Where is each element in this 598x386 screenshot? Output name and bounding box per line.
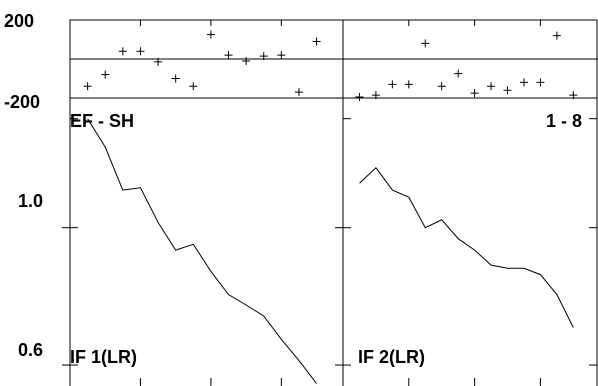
channel-label: 1 - 8 <box>546 111 582 131</box>
chart-labels: 200 -200 1.0 0.6 EF - SH 1 - 8 IF 1(LR) … <box>4 11 582 367</box>
phase-point <box>101 70 110 79</box>
phase-point <box>312 37 321 46</box>
amplitude-line <box>87 118 317 384</box>
phase-point <box>154 57 163 66</box>
phase-tick-label-bottom: -200 <box>4 92 40 112</box>
amp-tick-label-2: 0.6 <box>18 340 43 360</box>
phase-point <box>277 51 286 60</box>
chart-marks <box>83 30 578 384</box>
phase-point <box>371 91 380 100</box>
phase-point <box>294 88 303 97</box>
phase-point <box>224 51 233 60</box>
phase-tick-label-top: 200 <box>4 11 34 31</box>
chart-frames <box>69 19 598 386</box>
phase-point <box>519 78 528 87</box>
panel-label-if1: IF 1(LR) <box>70 347 137 367</box>
phase-point <box>503 86 512 95</box>
panel-label-if2: IF 2(LR) <box>358 347 425 367</box>
phase-point <box>171 74 180 83</box>
phase-point <box>569 91 578 100</box>
phase-point <box>83 82 92 91</box>
phase-point <box>189 82 198 91</box>
phase-point <box>136 47 145 56</box>
phase-point <box>355 93 364 102</box>
phase-point <box>404 80 413 89</box>
phase-point <box>552 31 561 40</box>
phase-point <box>259 52 268 61</box>
phase-point <box>206 30 215 39</box>
phase-point <box>242 56 251 65</box>
baseline-label: EF - SH <box>70 111 134 131</box>
chart-ticks <box>62 19 597 386</box>
amplitude-line <box>359 166 574 328</box>
phase-point <box>437 82 446 91</box>
phase-point <box>118 47 127 56</box>
phase-point <box>536 78 545 87</box>
phase-point <box>470 89 479 98</box>
phase-point <box>421 39 430 48</box>
phase-point <box>454 69 463 78</box>
amp-tick-label-1: 1.0 <box>18 191 43 211</box>
phase-point <box>388 80 397 89</box>
phase-point <box>487 82 496 91</box>
